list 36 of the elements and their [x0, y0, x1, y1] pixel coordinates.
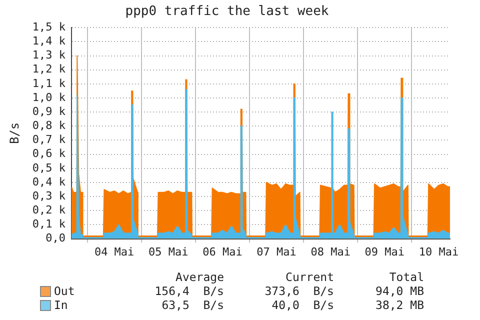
y-tick-label: 0,0: [46, 232, 66, 245]
y-tick-label: 0,8 k: [32, 119, 66, 132]
x-tick-label: 10 Mai: [418, 245, 459, 258]
y-tick-label: 1,1 k: [32, 76, 66, 90]
legend-label: In: [54, 298, 69, 312]
x-tick-label: 05 Mai: [148, 245, 188, 258]
y-tick-label: 1,5 k: [32, 20, 66, 34]
y-axis-title: B/s: [7, 122, 22, 144]
y-tick-label: 1,3 k: [32, 48, 66, 62]
y-tick-label: 0,3 k: [32, 189, 66, 202]
x-tick-label: 07 Mai: [256, 245, 296, 258]
text: 38,2 MB: [374, 298, 424, 312]
y-tick-label: 0,4 k: [32, 175, 66, 188]
chart-title: ppp0 traffic the last week: [125, 4, 329, 20]
text: 63,5 B/s: [160, 298, 224, 312]
x-tick-label: 08 Mai: [310, 245, 350, 258]
text: Current: [284, 270, 334, 284]
text: 156,4 B/s: [154, 284, 224, 298]
y-tick-label: 0,2 k: [32, 204, 66, 216]
y-tick-label: 0,5 k: [32, 161, 66, 174]
x-tick-label: 06 Mai: [202, 245, 242, 258]
y-tick-label: 0,6 k: [32, 147, 66, 160]
y-tick-label: 0,7 k: [32, 133, 66, 146]
y-tick-label: 1,0 k: [32, 90, 66, 104]
y-tick-label: 1,2 k: [32, 62, 66, 76]
text: Total: [388, 270, 424, 284]
legend-label: Out: [54, 284, 76, 298]
y-tick-label: 0,9 k: [32, 104, 66, 118]
text: Average: [174, 270, 224, 284]
text: 40,0 B/s: [270, 298, 334, 312]
x-tick-label: 04 Mai: [94, 245, 134, 258]
y-tick-label: 1,4 k: [32, 34, 66, 48]
x-tick-label: 09 Mai: [364, 245, 405, 258]
y-tick-label: 0,1 k: [32, 218, 66, 231]
text: 94,0 MB: [374, 284, 424, 298]
text: 373,6 B/s: [264, 284, 334, 298]
